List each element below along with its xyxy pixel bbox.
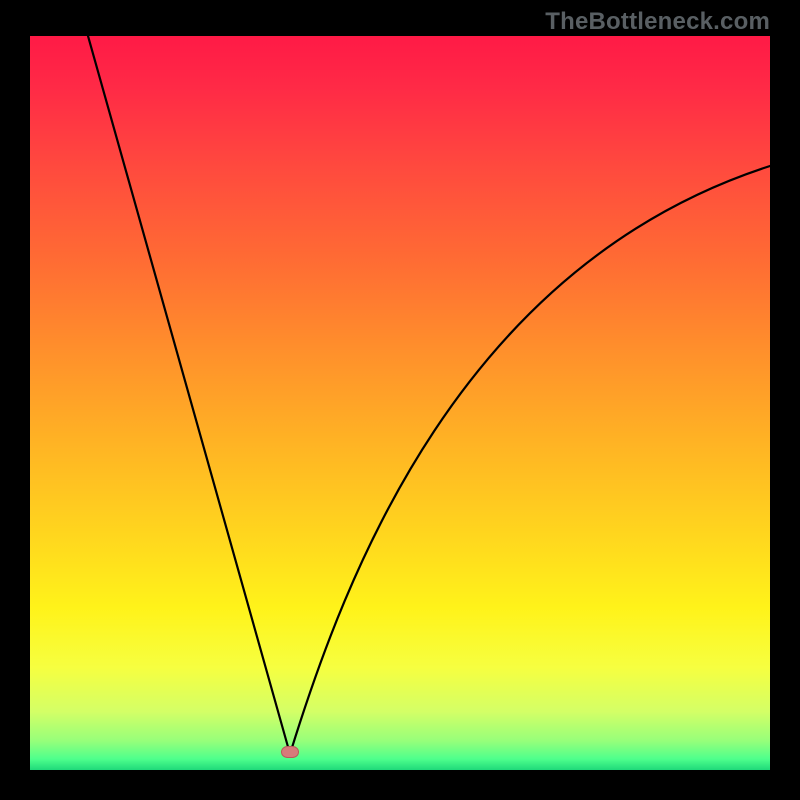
curve-layer: [30, 36, 770, 770]
plot-area: [30, 36, 770, 770]
frame-border-bottom: [0, 770, 800, 800]
frame-border-left: [0, 0, 30, 800]
watermark-text: TheBottleneck.com: [545, 8, 770, 36]
frame-border-right: [770, 0, 800, 800]
notch-marker-pill: [282, 747, 299, 758]
v-curve: [88, 36, 770, 754]
notch-marker: [281, 746, 299, 758]
